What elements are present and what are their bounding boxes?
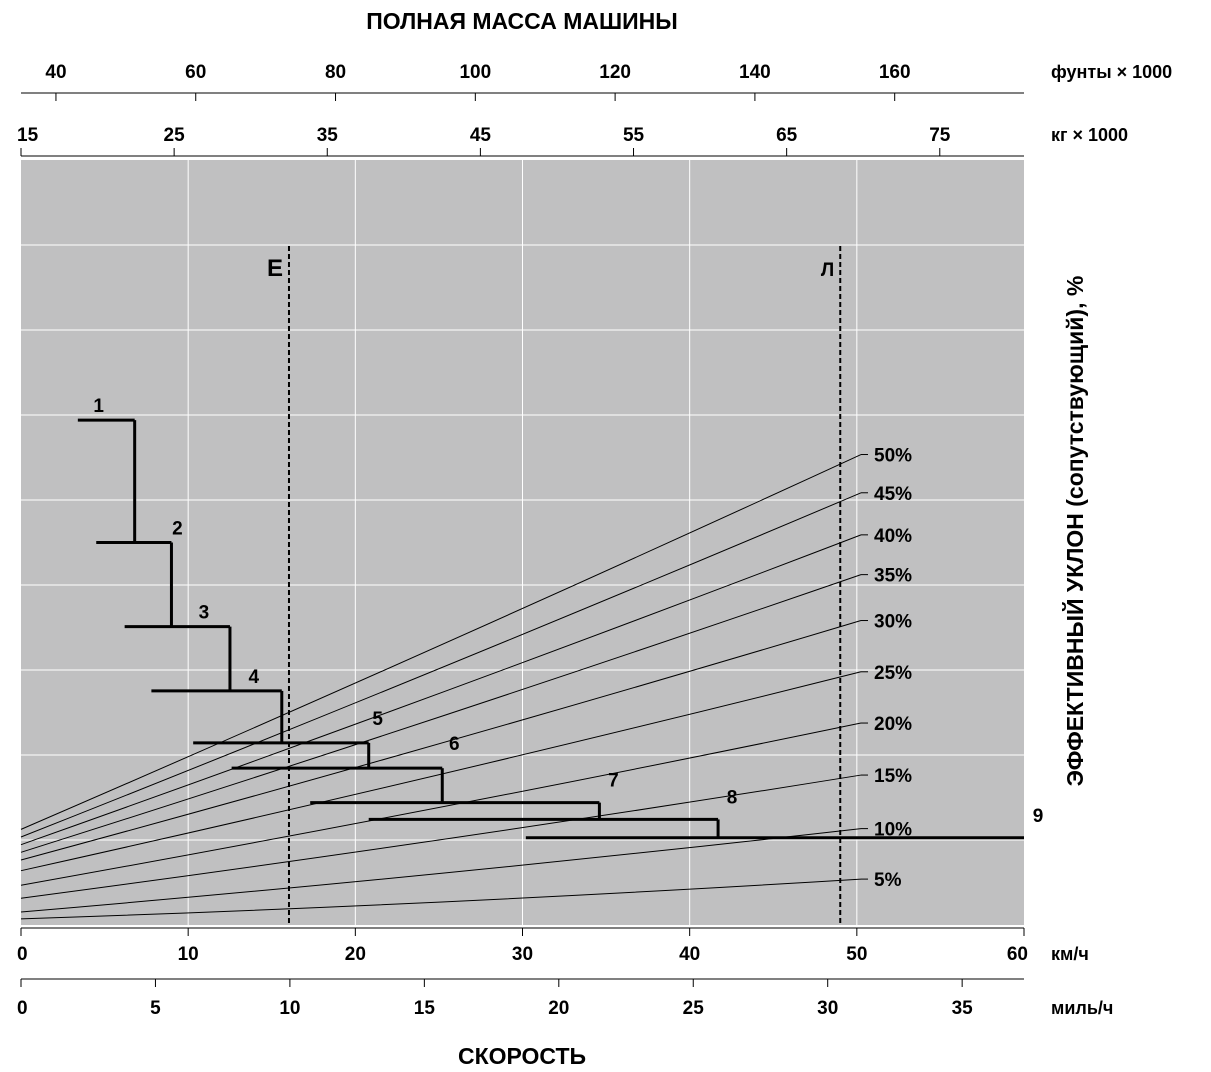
bottom-axis-mph-tick-label: 20 [548, 998, 569, 1019]
top-axis-kg: 15 25 35 45 55 65 75 [17, 125, 1024, 157]
bottom-axis-kmh-tick-label: 30 [512, 944, 533, 965]
top-axis-lbs-tick-label: 100 [459, 62, 491, 83]
top-axis-kg-tick-label: 65 [776, 125, 798, 146]
bottom-axis-kmh-tick-label: 0 [17, 944, 28, 965]
bottom-axis-1-unit: км/ч [1051, 944, 1089, 964]
gear-label-4: 4 [248, 667, 259, 688]
grade-line-45% [20, 492, 862, 838]
reference-line-label-2: Л [821, 260, 834, 281]
y-axis-title: ЭФФЕКТИВНЫЙ УКЛОН (сопутствующий), % [1061, 276, 1088, 787]
top-axis-1-unit: фунты × 1000 [1051, 62, 1172, 82]
gear-label-9: 9 [1033, 806, 1044, 827]
top-axis-lbs-tick-label: 140 [739, 62, 771, 83]
chart-title: ПОЛНАЯ МАССА МАШИНЫ [366, 8, 678, 34]
grade-line-50% [20, 454, 862, 830]
gear-label-2: 2 [172, 519, 183, 540]
bottom-axis-mph-tick-label: 35 [952, 998, 974, 1019]
grade-label-45%: 45% [874, 484, 912, 505]
gear-steps [77, 418, 1024, 840]
bottom-axis-mph: 0 5 10 15 20 25 30 35 [17, 978, 1024, 1019]
bottom-axis-mph-tick-label: 5 [150, 998, 161, 1019]
grade-line-5% [20, 878, 862, 920]
bottom-axis-mph-tick-label: 15 [414, 998, 436, 1019]
bottom-axis-2-unit: миль/ч [1051, 998, 1113, 1018]
top-axis-kg-tick-label: 55 [623, 125, 645, 146]
grade-lines [20, 454, 868, 920]
gear-label-7: 7 [608, 771, 619, 792]
grade-label-20%: 20% [874, 714, 912, 735]
gear-label-1: 1 [93, 396, 104, 417]
bottom-axis-kmh-tick-label: 50 [846, 944, 867, 965]
grade-line-35% [20, 574, 862, 853]
grade-label-10%: 10% [874, 820, 912, 841]
top-axis-2-unit: кг × 1000 [1051, 125, 1128, 145]
bottom-axis-kmh: 0 10 20 30 40 50 60 [17, 927, 1028, 965]
grade-label-35%: 35% [874, 566, 912, 587]
grade-label-25%: 25% [874, 663, 912, 684]
bottom-axis-mph-tick-label: 10 [279, 998, 300, 1019]
bottom-axis-kmh-tick-label: 20 [345, 944, 366, 965]
bottom-axis-mph-tick-label: 25 [683, 998, 705, 1019]
top-axis-lbs-tick-label: 120 [599, 62, 631, 83]
top-axis-kg-tick-label: 75 [929, 125, 951, 146]
bottom-axis-kmh-tick-label: 40 [679, 944, 700, 965]
top-axis-lbs-tick-label: 160 [879, 62, 911, 83]
top-axis-lbs: 40 60 80 100 120 140 160 [21, 62, 1024, 101]
grade-label-30%: 30% [874, 612, 912, 633]
grade-label-5%: 5% [874, 870, 902, 891]
grade-line-10% [20, 828, 862, 913]
bottom-axis-kmh-tick-label: 60 [1007, 944, 1028, 965]
grade-label-40%: 40% [874, 526, 912, 547]
grade-label-15%: 15% [874, 766, 912, 787]
reference-line-label-1: Е [267, 255, 283, 282]
top-axis-kg-tick-label: 45 [470, 125, 492, 146]
top-axis-kg-tick-label: 35 [317, 125, 339, 146]
top-axis-lbs-tick-label: 40 [45, 62, 66, 83]
bottom-axis-mph-tick-label: 0 [17, 998, 28, 1019]
gear-label-5: 5 [372, 709, 383, 730]
grade-line-15% [20, 774, 862, 899]
top-axis-lbs-tick-label: 80 [325, 62, 346, 83]
top-axis-kg-tick-label: 25 [164, 125, 186, 146]
grade-label-50%: 50% [874, 446, 912, 467]
top-axis-lbs-tick-label: 60 [185, 62, 206, 83]
grade-line-30% [20, 620, 862, 861]
gear-label-6: 6 [449, 734, 460, 755]
bottom-axis-kmh-tick-label: 10 [178, 944, 199, 965]
grade-line-20% [20, 722, 862, 886]
gear-label-8: 8 [727, 787, 738, 808]
grade-line-40% [20, 534, 862, 846]
x-axis-title: СКОРОСТЬ [458, 1043, 586, 1069]
bottom-axis-mph-tick-label: 30 [817, 998, 838, 1019]
top-axis-kg-tick-label: 15 [17, 125, 39, 146]
grid [21, 160, 1024, 925]
gear-label-3: 3 [199, 603, 210, 624]
